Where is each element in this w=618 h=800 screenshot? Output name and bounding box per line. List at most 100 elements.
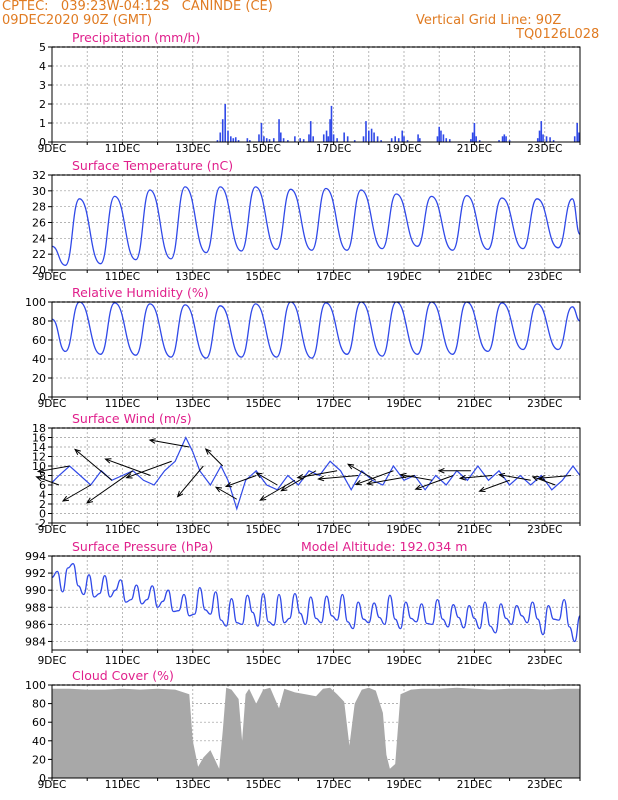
precip-bar (294, 136, 296, 142)
wind-vector (297, 470, 338, 479)
panel4-ytick-label: 986 (25, 618, 46, 631)
wind-vector-head (204, 448, 212, 455)
panel5-ytick-label: 40 (32, 735, 46, 748)
panel2-xtick-label: 13DEC (175, 398, 210, 410)
wind-vector (479, 479, 510, 492)
wind-vector-head (347, 463, 355, 470)
wind-vector-head (74, 448, 81, 455)
wind-vector (126, 460, 172, 479)
precip-bar (272, 138, 275, 142)
wind-vector (318, 475, 359, 480)
cloud-cover-area (52, 687, 580, 778)
panel1-ytick-label: 26 (32, 217, 46, 230)
precip-bar (263, 136, 265, 142)
pressure-annotation: Model Altitude: 192.034 m (301, 539, 467, 554)
panel0-xtick-label: 11DEC (105, 143, 140, 155)
precip-bar (542, 134, 544, 142)
panel1-frame (51, 174, 581, 271)
panel5-xtick-label: 17DEC (316, 779, 351, 791)
wind-vector (215, 486, 238, 500)
panel4-xtick-label: 11DEC (105, 655, 140, 667)
precip-bar (308, 134, 310, 142)
precip-bar (309, 121, 312, 142)
panel5-ytick-label: 20 (32, 753, 46, 766)
precip-bar (249, 140, 251, 142)
precip-bar (343, 132, 345, 142)
panel0-ytick-label: 3 (39, 79, 46, 92)
precip-bar (376, 136, 379, 142)
wind-vector (281, 470, 317, 492)
wind-vector (225, 475, 257, 487)
panel4-ytick-label: 990 (25, 584, 46, 597)
wind-vector-head (104, 458, 112, 464)
panel3-ytick-label: 6 (39, 479, 46, 492)
wind-vector (36, 476, 60, 486)
precip-bar (278, 119, 280, 142)
precip-bar (448, 139, 451, 142)
panel3-xtick-label: 11DEC (105, 524, 140, 536)
panel3-ytick-label: 4 (39, 489, 46, 502)
panel2-xtick-label: 11DEC (105, 398, 140, 410)
wind-vector-head (176, 490, 184, 498)
wind-vector (355, 470, 394, 485)
panel5-xtick-label: 19DEC (386, 779, 421, 791)
panel2-ytick-label: 100 (25, 296, 46, 309)
panel2-ytick-label: 40 (32, 353, 46, 366)
panel5-xtick-label: 11DEC (105, 779, 140, 791)
panel1-xtick-label: 19DEC (386, 271, 421, 283)
precip-bar (221, 119, 224, 142)
precip-bar (353, 140, 356, 142)
precip-bar (508, 140, 511, 142)
precip-bar (442, 134, 445, 142)
panel1-xtick-label: 15DEC (245, 271, 280, 283)
precip-bar (578, 132, 580, 142)
wind-vector (460, 475, 493, 479)
panel1-ytick-label: 24 (32, 232, 46, 245)
panel1-ytick-label: 30 (32, 185, 46, 198)
panel4-xtick-label: 19DEC (386, 655, 421, 667)
panel0-ytick-label: 2 (39, 98, 46, 111)
panel1-ytick-label: 32 (32, 169, 46, 182)
panel0-ytick-label: 0 (39, 136, 46, 149)
precip-bar (540, 121, 543, 142)
precip-bar (475, 136, 477, 142)
panel2-ytick-label: 20 (32, 372, 46, 385)
panel3-title: Surface Wind (m/s) (72, 411, 192, 426)
panel0-xtick-label: 17DEC (316, 143, 351, 155)
panel5-frame (51, 684, 581, 779)
precip-bar (403, 136, 405, 142)
panel3-xtick-label: 21DEC (457, 524, 492, 536)
panel3-xtick-label: 15DEC (245, 524, 280, 536)
panel2-xtick-label: 21DEC (457, 398, 492, 410)
precip-bar (438, 126, 440, 142)
humidity-line (51, 301, 581, 359)
precip-bar (397, 138, 400, 142)
precip-bar (312, 136, 314, 142)
panel4-ytick-label: 988 (25, 601, 46, 614)
wind-vector (259, 479, 296, 501)
precip-bar (436, 136, 439, 142)
panel3-ytick-label: 12 (32, 451, 46, 464)
precip-bar (216, 140, 219, 142)
precip-bar (445, 138, 448, 142)
panel5-ytick-label: 100 (25, 679, 46, 692)
panel1-title: Surface Temperature (nC) (72, 158, 233, 173)
panel3-xtick-label: 19DEC (386, 524, 421, 536)
precip-bar (419, 138, 421, 142)
precip-bar (230, 136, 232, 142)
panel3-ytick-label: -2 (35, 517, 46, 530)
precip-bar (552, 140, 555, 142)
panel2-ytick-label: 80 (32, 315, 46, 328)
model-id: TQ0126L028 (516, 27, 600, 42)
wind-vector-head (35, 475, 43, 482)
station-header: CPTEC: 039:23W-04:12S CANINDE (CE) (2, 0, 273, 14)
wind-vector-head (61, 495, 70, 502)
wind-vector (37, 465, 70, 473)
panel0-title: Precipitation (mm/h) (72, 30, 200, 45)
wind-vector (105, 458, 151, 476)
panel0-xtick-label: 21DEC (457, 143, 492, 155)
panel1-xtick-label: 9DEC (38, 271, 67, 283)
precip-bar (406, 140, 409, 142)
panel0-ytick-label: 1 (39, 117, 46, 130)
